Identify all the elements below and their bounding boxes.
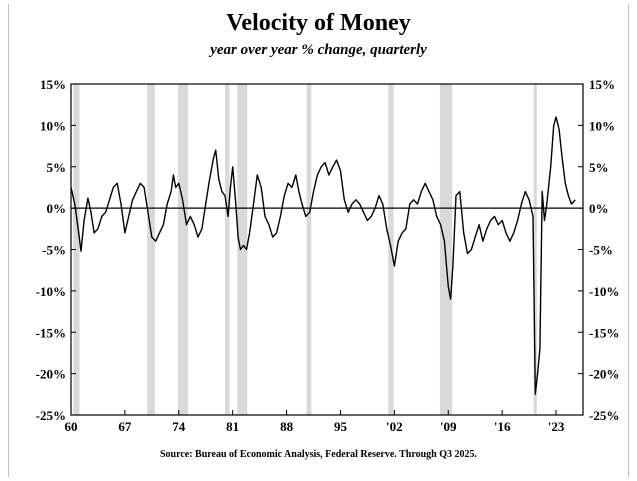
x-tick-label: '02	[386, 419, 403, 434]
x-tick-label: '23	[548, 419, 565, 434]
x-tick-label: 95	[334, 419, 348, 434]
x-tick-label: 81	[226, 419, 239, 434]
recession-band	[533, 84, 537, 415]
recession-band	[178, 84, 189, 415]
y-tick-label-left: -10%	[36, 284, 66, 299]
recession-band	[306, 84, 312, 415]
y-tick-label-right: 15%	[589, 77, 615, 92]
recession-band	[237, 84, 248, 415]
y-tick-label-right: -5%	[589, 243, 613, 258]
recession-band	[224, 84, 230, 415]
velocity-series-line	[70, 116, 576, 395]
recession-band	[439, 84, 453, 415]
x-tick-label: 88	[280, 419, 294, 434]
y-tick-label-left: 10%	[40, 118, 66, 133]
recession-band	[73, 84, 80, 415]
right-axis: 15% 10% 5% 0% -5% -10% -15% -20% -25%	[578, 77, 619, 423]
source-footnote: Source: Bureau of Economic Analysis, Fed…	[159, 449, 478, 460]
y-tick-label-left: 15%	[40, 77, 66, 92]
chart-title: Velocity of Money	[226, 10, 411, 36]
y-tick-label-right: -20%	[589, 367, 619, 382]
y-tick-label-left: 0%	[47, 201, 67, 216]
recession-band	[147, 84, 155, 415]
left-axis: 15% 10% 5% 0% -5% -10% -15% -20% -25%	[36, 77, 76, 423]
y-tick-label-right: 5%	[589, 160, 609, 175]
chart-frame	[8, 4, 629, 477]
bottom-axis: 60 67 74 81 88 95 '02 '09 '16 '23	[65, 410, 565, 434]
y-tick-label-right: -15%	[589, 325, 619, 340]
y-tick-label-left: -5%	[42, 243, 66, 258]
y-tick-label-left: 5%	[47, 160, 67, 175]
chart-subtitle: year over year % change, quarterly	[210, 42, 427, 58]
y-tick-label-left: -15%	[36, 325, 66, 340]
recession-bands	[73, 84, 537, 415]
x-tick-label: '09	[440, 419, 457, 434]
series-group	[70, 116, 576, 395]
y-tick-label-right: -25%	[589, 408, 619, 423]
y-tick-label-right: 10%	[589, 118, 615, 133]
y-tick-label-right: 0%	[589, 201, 609, 216]
y-tick-label-left: -25%	[36, 408, 66, 423]
x-tick-label: 60	[65, 419, 78, 434]
x-tick-label: 67	[118, 419, 132, 434]
y-tick-label-left: -20%	[36, 367, 66, 382]
y-tick-label-right: -10%	[589, 284, 619, 299]
x-tick-label: '16	[494, 419, 511, 434]
x-tick-label: 74	[172, 419, 186, 434]
